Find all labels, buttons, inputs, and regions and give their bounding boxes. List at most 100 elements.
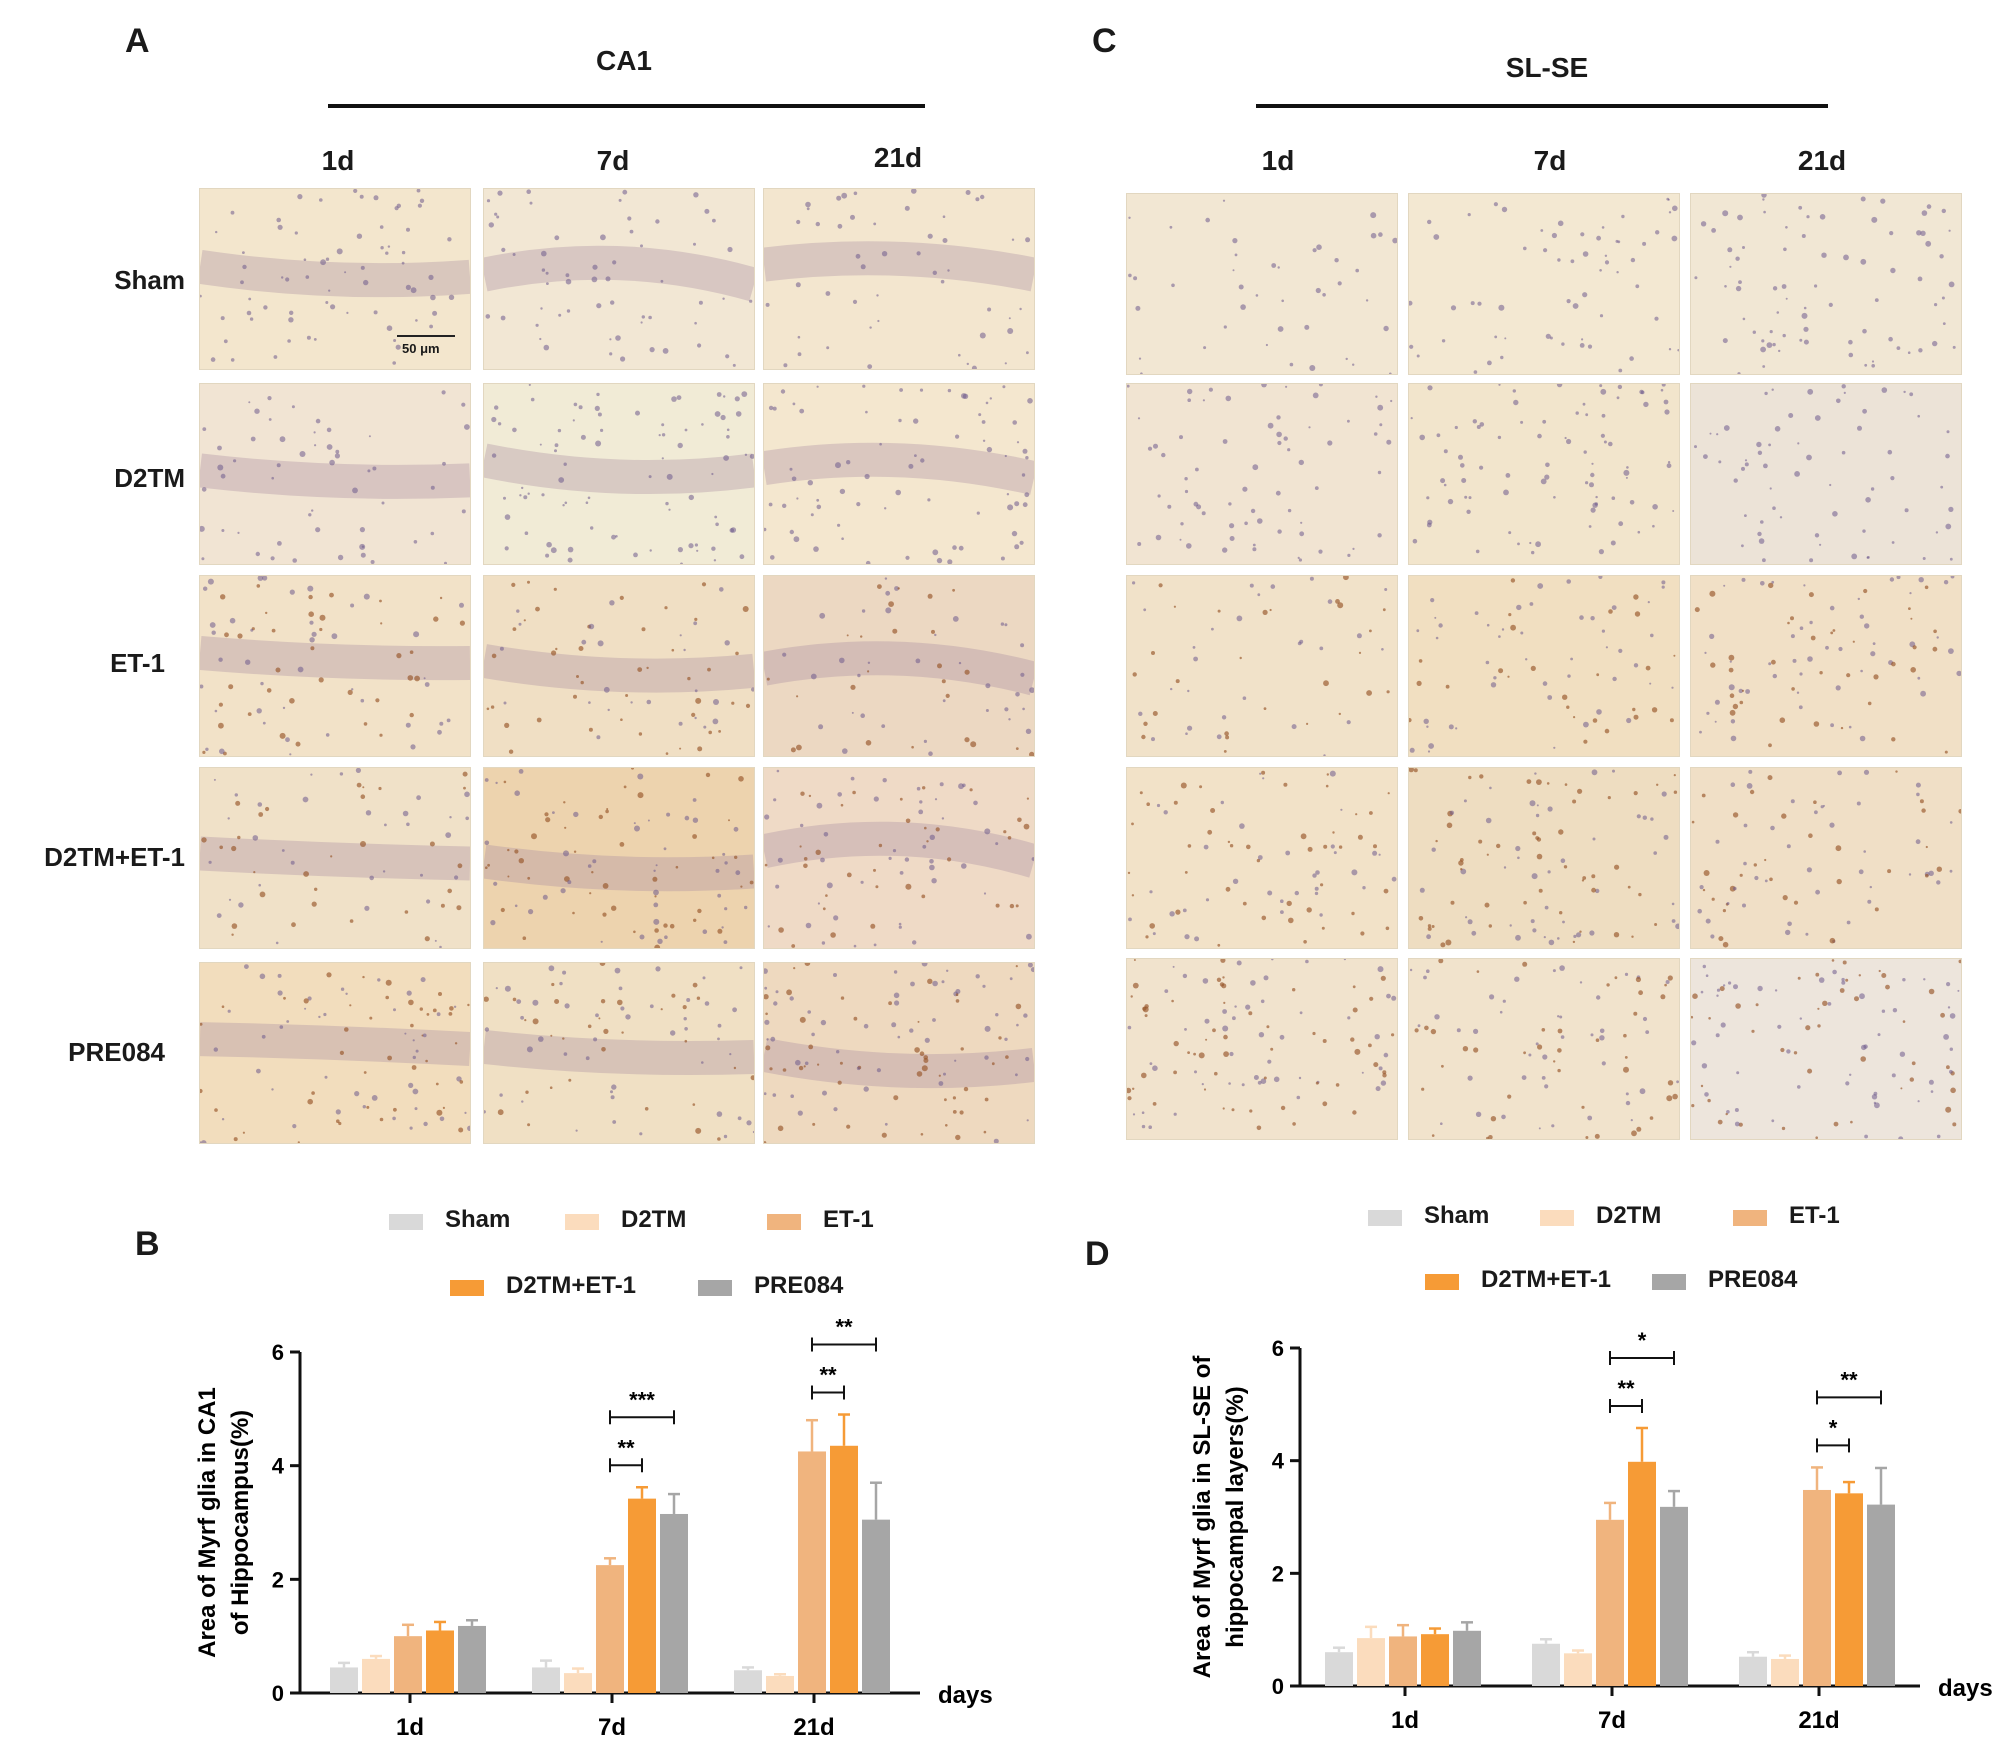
bar-d2tm-1d (362, 1658, 390, 1693)
y-tick-label: 0 (1272, 1674, 1284, 1699)
legend-swatch-d2tm+et-1 (1425, 1274, 1459, 1290)
left-micrograph-et-1-1d (199, 575, 471, 757)
bar-d2tm+et-1-7d (1628, 1461, 1656, 1686)
bar-d2tm-21d (1771, 1658, 1799, 1686)
left-micrograph-d2tm-7d (483, 383, 755, 565)
slse-col-1d: 1d (1261, 145, 1295, 176)
right-micrograph-et-1-21d (1690, 575, 1962, 757)
x-tick-label: 7d (598, 1714, 626, 1740)
legend-swatch-pre084 (1652, 1274, 1686, 1290)
right-micrograph-sham-1d (1126, 193, 1398, 375)
panel-letter-d: D (1085, 1235, 1110, 1273)
legend-label-pre084: PRE084 (754, 1272, 844, 1299)
right-micrograph-sham-7d (1408, 193, 1680, 375)
sig-label: ** (1840, 1367, 1858, 1392)
right-micrograph-pre084-7d (1408, 958, 1680, 1140)
left-micrograph-pre084-21d (763, 962, 1035, 1144)
x-axis-label: days (1938, 1675, 1993, 1702)
y-axis-label-line1: Area of Myrf glia in SL-SE of (1189, 1355, 1216, 1679)
left-micrograph-pre084-1d (199, 962, 471, 1144)
sig-label: ** (819, 1363, 837, 1388)
ca1-title-rule (328, 104, 925, 108)
bar-pre084-1d (458, 1625, 486, 1693)
legend-swatch-d2tm+et-1 (450, 1280, 484, 1296)
bar-pre084-7d (660, 1513, 688, 1693)
bar-d2tm+et-1-7d (628, 1498, 656, 1693)
legend-swatch-pre084 (698, 1280, 732, 1296)
bar-sham-7d (1532, 1643, 1560, 1686)
row-label-et1: ET-1 (110, 648, 165, 678)
y-tick-label: 4 (1272, 1449, 1285, 1474)
left-micrograph-et-1-21d (763, 575, 1035, 757)
slse-title: SL-SE (1505, 52, 1589, 83)
right-micrograph-pre084-1d (1126, 958, 1398, 1140)
y-axis-label-line1: Area of Myrf glia in CA1 (194, 1387, 221, 1658)
y-tick-label: 6 (1272, 1336, 1284, 1361)
left-micrograph-sham-1d (199, 188, 471, 370)
bar-sham-1d (1325, 1652, 1353, 1686)
bar-sham-21d (734, 1670, 762, 1693)
bar-pre084-1d (1453, 1630, 1481, 1686)
left-micrograph-pre084-7d (483, 962, 755, 1144)
bar-et-1-1d (394, 1636, 422, 1693)
legend-label-pre084: PRE084 (1708, 1266, 1798, 1293)
ca1-col-7d: 7d (596, 145, 630, 176)
left-micrograph-et-1-7d (483, 575, 755, 757)
ca1-title: CA1 (595, 45, 652, 76)
legend-swatch-et-1 (1733, 1210, 1767, 1226)
y-tick-label: 6 (272, 1340, 284, 1365)
y-tick-label: 2 (1272, 1561, 1284, 1586)
panel-letter-c: C (1092, 22, 1117, 60)
legend-swatch-d2tm (1540, 1210, 1574, 1226)
legend-label-et-1: ET-1 (1789, 1202, 1840, 1229)
bar-pre084-21d (1867, 1504, 1895, 1686)
bar-et-1-7d (1596, 1519, 1624, 1686)
left-micrograph-d2tm-1d (199, 383, 471, 565)
x-axis-label: days (938, 1682, 993, 1709)
bar-d2tm-1d (1357, 1638, 1385, 1686)
legend-swatch-sham (389, 1214, 423, 1230)
legend-swatch-sham (1368, 1210, 1402, 1226)
sig-label: ** (1617, 1376, 1635, 1401)
row-label-sham: Sham (114, 265, 185, 295)
bar-sham-21d (1739, 1656, 1767, 1686)
right-micrograph-d2tm-1d (1126, 383, 1398, 565)
panel-letter-b: B (135, 1225, 160, 1263)
legend-swatch-et-1 (767, 1214, 801, 1230)
x-tick-label: 21d (1798, 1707, 1839, 1734)
right-micrograph-et-1-1d (1126, 575, 1398, 757)
legend-label-et-1: ET-1 (823, 1206, 874, 1233)
bar-sham-1d (330, 1667, 358, 1693)
left-micrograph-sham-7d (483, 188, 755, 370)
ca1-col-1d: 1d (321, 145, 355, 176)
right-micrograph-et-1-7d (1408, 575, 1680, 757)
legend-label-sham: Sham (445, 1206, 511, 1233)
left-micrograph-sham-21d (763, 188, 1035, 370)
sig-label: * (1829, 1415, 1838, 1440)
legend-label-d2tm+et-1: D2TM+ET-1 (506, 1272, 637, 1299)
x-tick-label: 7d (1598, 1707, 1626, 1734)
right-micrograph-d2tm+et-1-7d (1408, 767, 1680, 949)
row-label-pre084: PRE084 (68, 1037, 165, 1067)
y-tick-label: 0 (272, 1681, 284, 1706)
slse-col-7d: 7d (1533, 145, 1567, 176)
right-micrograph-d2tm+et-1-21d (1690, 767, 1962, 949)
bar-pre084-21d (862, 1519, 890, 1693)
right-micrograph-sham-21d (1690, 193, 1962, 375)
x-tick-label: 21d (793, 1714, 834, 1740)
legend-label-sham: Sham (1424, 1202, 1490, 1229)
y-tick-label: 4 (272, 1454, 285, 1479)
bar-d2tm-7d (564, 1673, 592, 1693)
x-tick-label: 1d (396, 1714, 424, 1740)
bar-pre084-7d (1660, 1506, 1688, 1686)
left-micrograph-d2tm-21d (763, 383, 1035, 565)
y-axis-label-line2: hippocampal layers(%) (1222, 1386, 1249, 1647)
right-micrograph-d2tm-21d (1690, 383, 1962, 565)
chart-b: 0 2 4 6 Area of Myrf glia in CA1 of Hippocamp… (194, 1315, 993, 1740)
scale-bar-label: 50 μm (402, 341, 440, 356)
bar-d2tm-21d (766, 1675, 794, 1693)
left-micrograph-d2tm+et-1-21d (763, 767, 1035, 949)
sig-label: ** (617, 1435, 635, 1460)
slse-title-rule (1256, 104, 1828, 108)
y-tick-label: 2 (272, 1567, 284, 1592)
